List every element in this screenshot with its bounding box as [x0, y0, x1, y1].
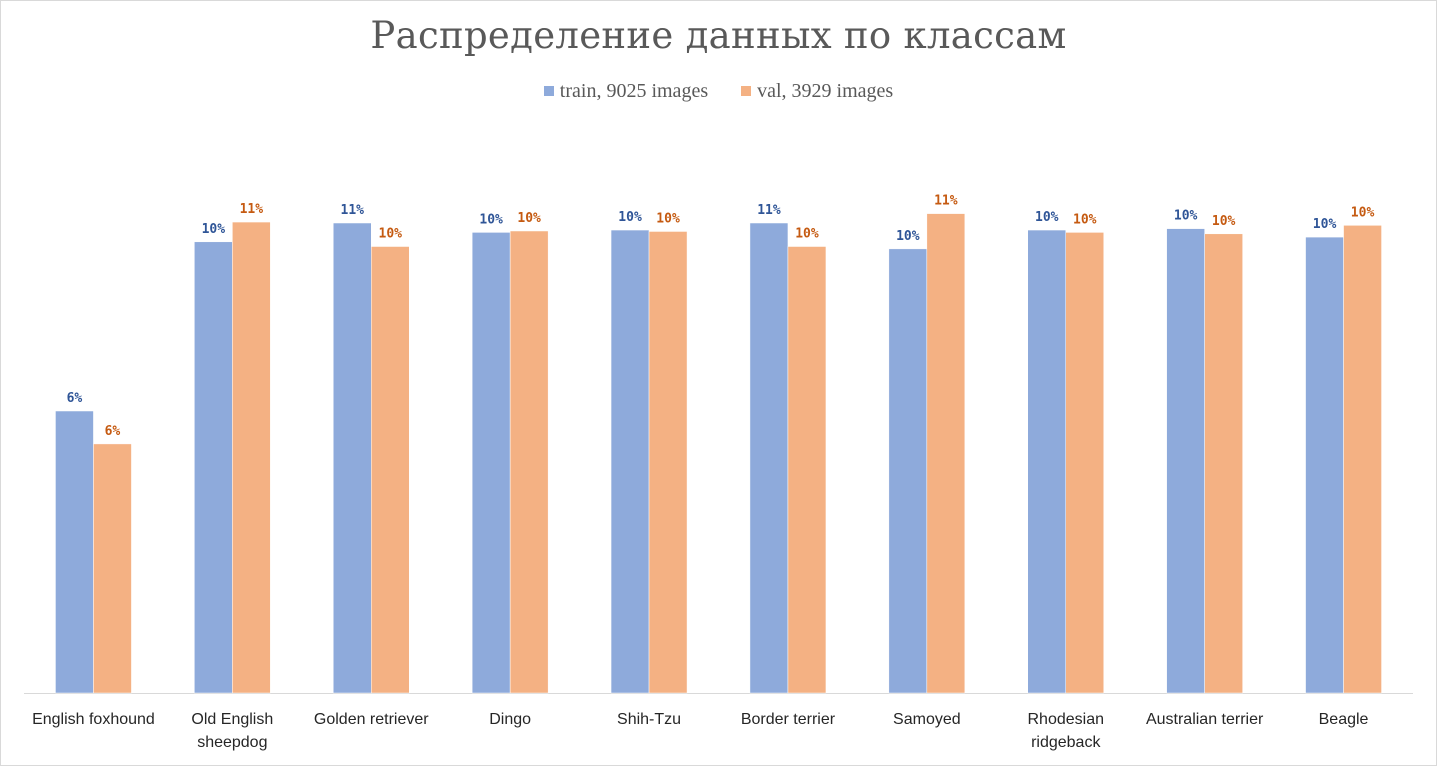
legend-item-val: val, 3929 images: [741, 80, 893, 103]
x-tick-label-1-line1: sheepdog: [197, 734, 267, 751]
legend-swatch-train: [543, 86, 554, 96]
data-label-val-0: 6%: [105, 424, 121, 439]
bar-train-2: [333, 222, 372, 694]
x-tick-label-1-line0: Old English: [191, 711, 273, 728]
x-tick-label-2: Golden retriever: [314, 711, 429, 728]
data-label-train-9: 10%: [1313, 217, 1337, 232]
legend-label-train: train, 9025 images: [559, 80, 709, 102]
legend: train, 9025 images val, 3929 images: [0, 80, 1437, 103]
data-label-val-7: 10%: [1073, 212, 1097, 227]
x-tick-label-8: Australian terrier: [1146, 711, 1264, 728]
data-label-val-5: 10%: [795, 227, 819, 242]
bar-val-6: [926, 213, 966, 694]
bar-train-5: [749, 222, 789, 694]
bar-val-3: [509, 230, 549, 694]
bar-val-1: [232, 221, 271, 694]
legend-label-val: val, 3929 images: [757, 80, 894, 102]
bar-train-1: [194, 241, 233, 694]
bar-val-8: [1204, 233, 1243, 694]
bar-val-0: [93, 443, 132, 694]
data-label-val-2: 10%: [379, 227, 403, 242]
bar-train-6: [888, 248, 928, 694]
x-tick-label-7-line0: Rhodesian: [1028, 711, 1105, 728]
x-tick-label-0: English foxhound: [32, 711, 155, 728]
data-label-train-6: 10%: [896, 229, 920, 244]
x-tick-label-5: Border terrier: [741, 711, 836, 728]
x-tick-label-4: Shih-Tzu: [617, 711, 681, 728]
x-tick-label-7-line1: ridgeback: [1031, 734, 1101, 751]
data-label-train-2: 11%: [341, 203, 365, 218]
data-label-val-9: 10%: [1351, 205, 1375, 220]
bar-val-4: [648, 231, 688, 694]
x-tick-label-9: Beagle: [1319, 711, 1369, 728]
bar-train-0: [55, 410, 94, 694]
bar-train-8: [1166, 228, 1205, 694]
bar-train-3: [471, 232, 511, 694]
data-label-train-3: 10%: [479, 212, 503, 227]
data-label-val-3: 10%: [517, 211, 541, 226]
bar-train-7: [1027, 229, 1066, 694]
data-label-train-7: 10%: [1035, 210, 1059, 225]
data-label-train-4: 10%: [618, 210, 642, 225]
data-label-train-1: 10%: [202, 222, 226, 237]
data-label-val-8: 10%: [1212, 214, 1236, 229]
data-label-val-1: 11%: [240, 202, 264, 217]
bar-train-4: [610, 229, 650, 694]
data-label-train-5: 11%: [757, 203, 781, 218]
data-label-val-4: 10%: [656, 211, 680, 226]
bar-val-9: [1343, 225, 1382, 694]
x-tick-label-6: Samoyed: [893, 711, 961, 728]
x-tick-label-3: Dingo: [489, 711, 531, 728]
bar-val-2: [371, 246, 410, 694]
legend-item-train: train, 9025 images: [543, 80, 709, 103]
data-label-val-6: 11%: [934, 194, 958, 209]
chart-title: Распределение данных по классам: [370, 14, 1067, 57]
legend-swatch-val: [741, 86, 752, 96]
bar-val-5: [787, 246, 827, 694]
data-label-train-8: 10%: [1174, 209, 1198, 224]
bar-val-7: [1065, 232, 1104, 694]
data-label-train-0: 6%: [67, 391, 83, 406]
bar-train-9: [1305, 236, 1344, 694]
